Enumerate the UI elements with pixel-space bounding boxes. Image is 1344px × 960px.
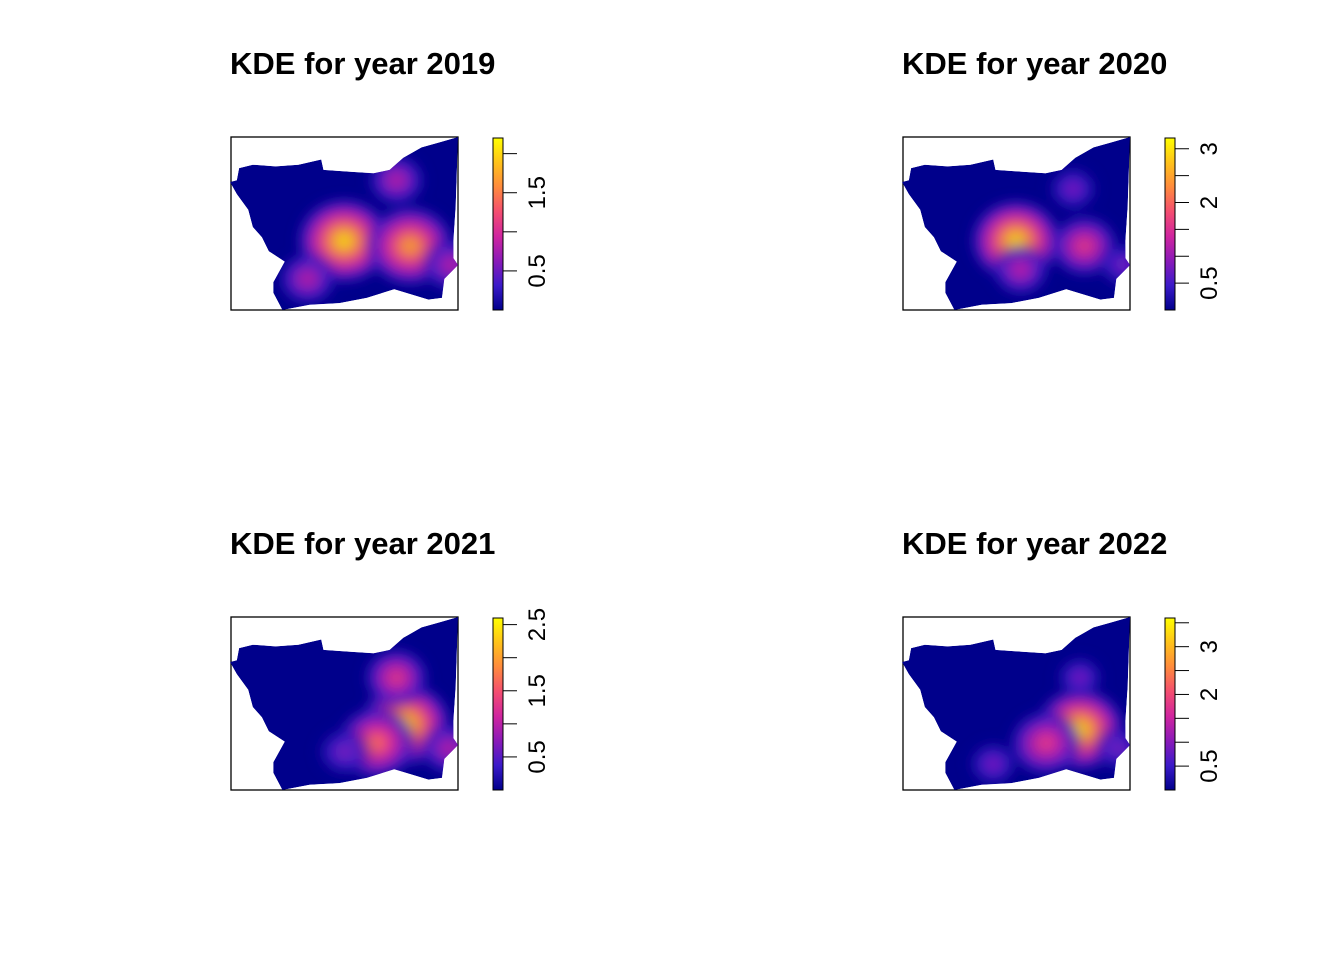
hotspot [362,646,431,709]
legend-color-bar [1164,617,1176,791]
plot-frame [902,616,1131,791]
density-surface [230,137,458,310]
kde-plot-2022: 0.5 2 3 [902,616,1223,791]
kde-panel-2020: KDE for year 2020 0.5 2 3 [902,0,1344,340]
density-surface [902,137,1130,310]
plot-frame [902,136,1131,311]
legend-tick-label: 2.5 [524,608,551,641]
kde-plot-2019: 0.5 1.5 [230,136,551,311]
hotspot [1007,708,1084,778]
kde-panel-2019: KDE for year 2019 0.5 1.5 [230,0,790,340]
hotspot [1090,723,1130,774]
hotspot [365,152,428,209]
chart-title: KDE for year 2022 [902,526,1168,561]
legend-tick-label: 3 [1196,640,1223,653]
legend-tick-label: 0.5 [524,254,551,287]
density-surface [230,617,458,790]
hotspot [314,724,374,779]
legend-tick-label: 1.5 [524,674,551,707]
legend-color-bar [492,137,504,311]
legend-color-bar [492,617,504,791]
chart-title: KDE for year 2020 [902,46,1168,81]
legend-tick-label: 2 [1196,688,1223,701]
legend-tick-label: 0.5 [1196,266,1223,299]
legend-tick-label: 0.5 [524,740,551,773]
chart-title: KDE for year 2019 [230,46,496,81]
hotspot [965,738,1021,790]
hotspot [418,720,458,777]
legend-tick-label: 1.5 [524,176,551,209]
legend-tick-label: 2 [1196,196,1223,209]
kde-panel-2022: KDE for year 2022 0.5 2 3 [902,480,1344,820]
hotspot [1095,239,1130,291]
hotspot [1045,163,1101,215]
hotspot [276,250,340,308]
plot-frame [230,136,459,311]
hotspot [1053,653,1106,702]
kde-panel-2021: KDE for year 2021 0.5 1.5 2.5 [230,480,790,820]
kde-plot-2021: 0.5 1.5 2.5 [230,608,551,791]
legend-tick-label: 3 [1196,142,1223,155]
density-surface [902,617,1130,790]
plot-frame [230,616,459,791]
kde-plot-2020: 0.5 2 3 [902,136,1223,311]
hotspot [419,236,458,294]
hotspot [990,242,1052,298]
chart-title: KDE for year 2021 [230,526,496,561]
legend-tick-label: 0.5 [1196,749,1223,782]
legend-color-bar [1164,137,1176,311]
